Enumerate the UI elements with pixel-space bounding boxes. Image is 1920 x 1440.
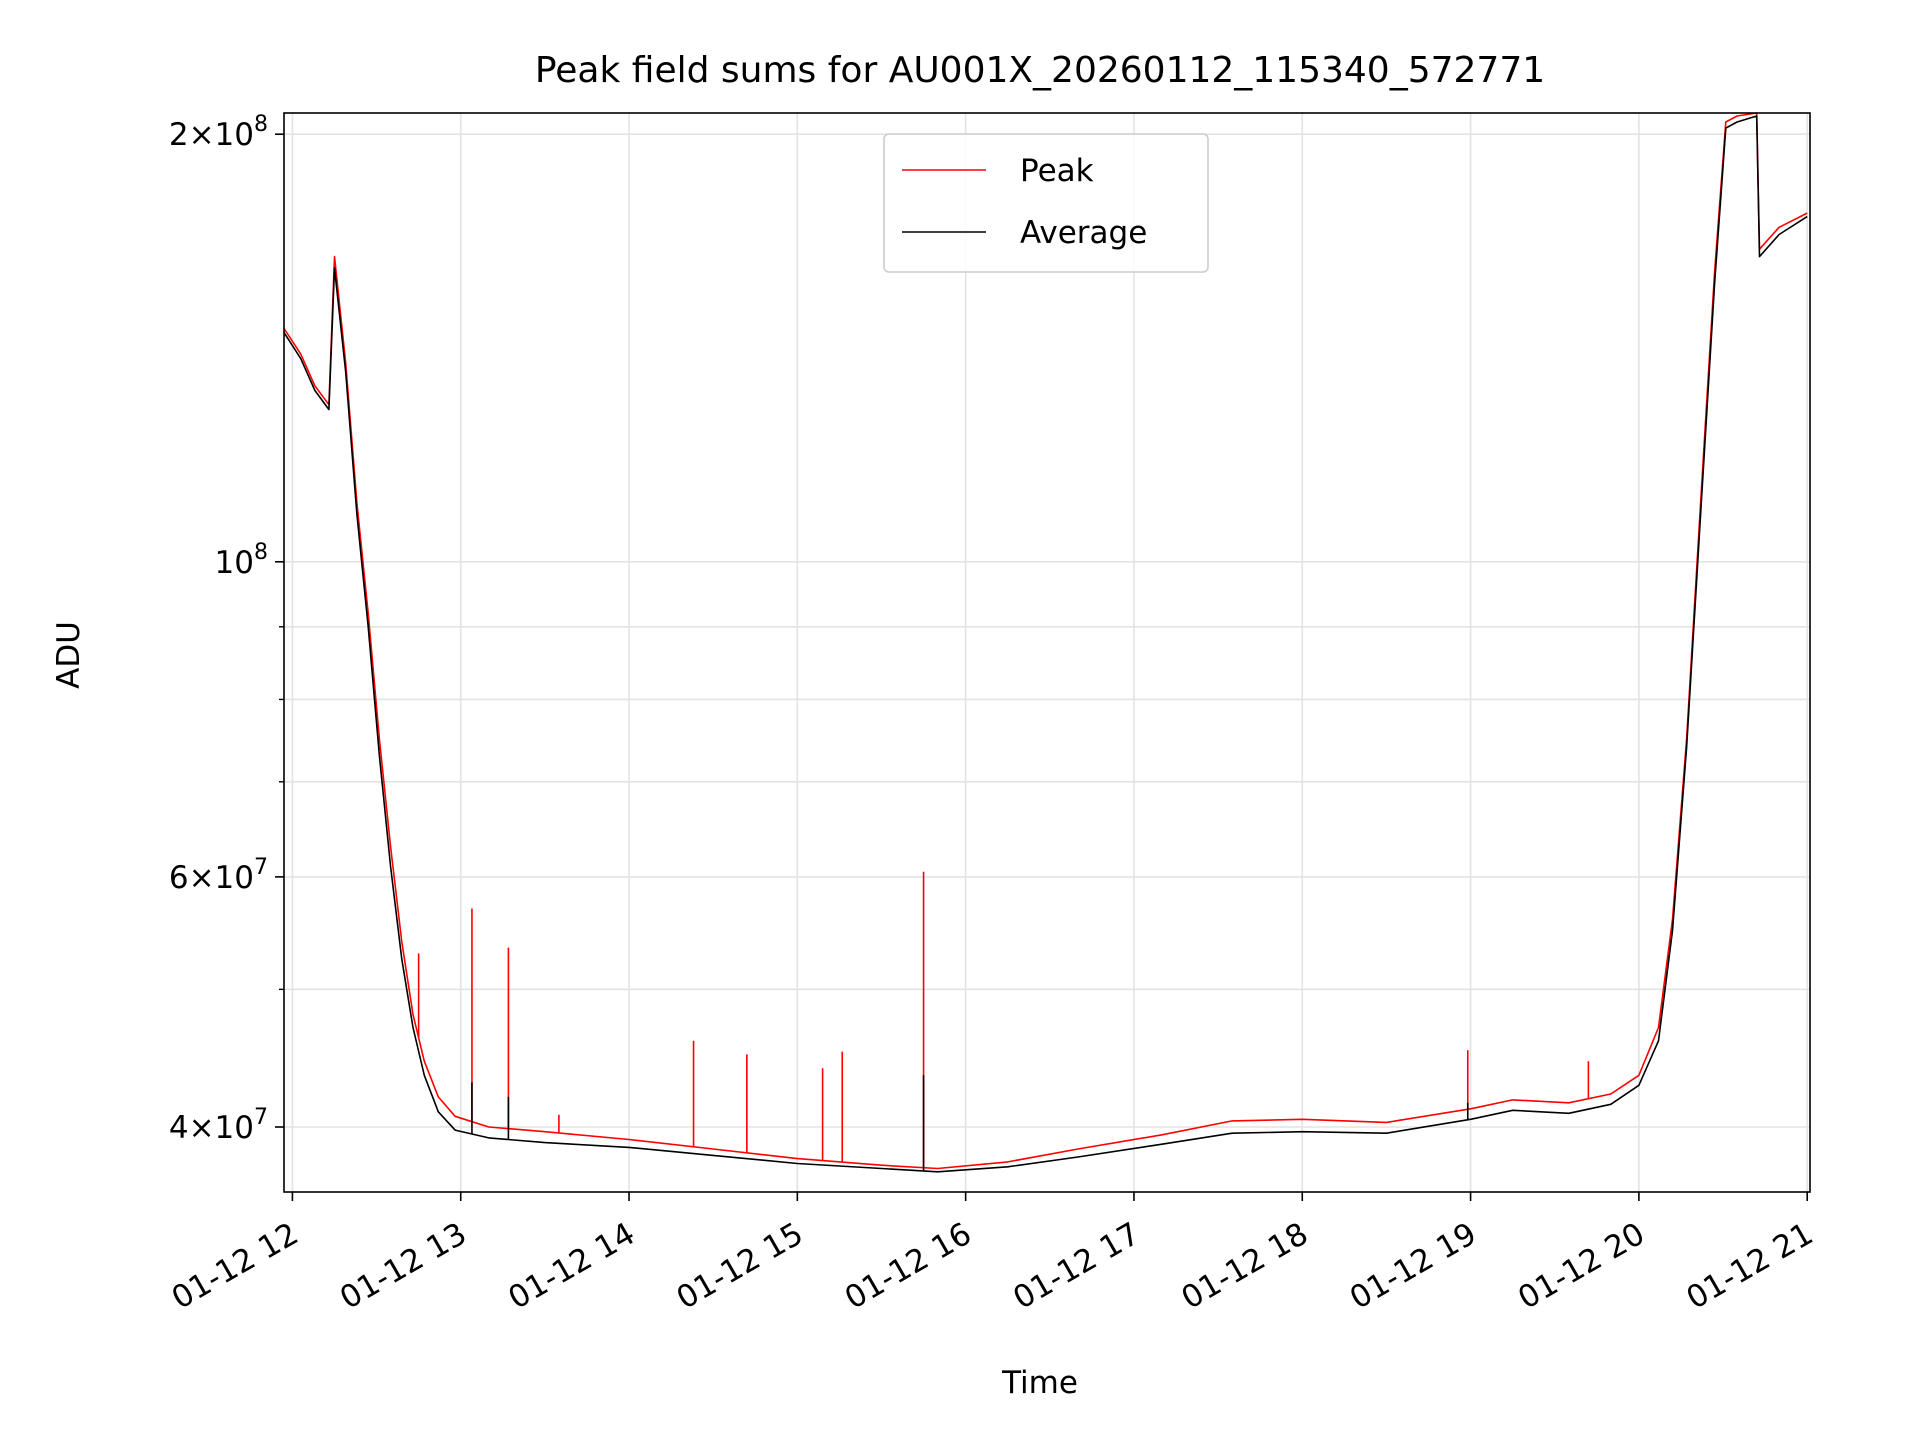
y-tick-label-base: 10 — [215, 545, 254, 581]
legend-label-average: Average — [1020, 215, 1147, 251]
legend: Peak Average — [883, 133, 1209, 273]
y-tick-label: 4×107 — [169, 1105, 268, 1146]
series-layer — [283, 112, 1808, 1173]
y-tick-label-base: 2×10 — [169, 117, 254, 153]
plot-frame — [283, 112, 1811, 1193]
y-tick-label: 2×108 — [169, 112, 268, 153]
y-tick-label: 6×107 — [169, 855, 268, 896]
series-line-average — [283, 115, 1808, 1173]
y-tick-label-exponent: 7 — [254, 855, 268, 880]
legend-label-peak: Peak — [1020, 153, 1094, 189]
y-axis-label: ADU — [51, 621, 87, 689]
y-tick-label-exponent: 7 — [254, 1105, 268, 1130]
x-axis-label: Time — [1001, 1365, 1078, 1401]
y-tick-label-base: 6×10 — [169, 860, 254, 896]
y-tick-label-base: 4×10 — [169, 1110, 254, 1146]
y-tick-label: 108 — [215, 540, 268, 581]
legend-box — [883, 133, 1209, 273]
chart-title: Peak field sums for AU001X_20260112_1153… — [535, 50, 1545, 91]
y-tick-label-exponent: 8 — [254, 540, 268, 565]
y-tick-label-exponent: 8 — [254, 112, 268, 137]
